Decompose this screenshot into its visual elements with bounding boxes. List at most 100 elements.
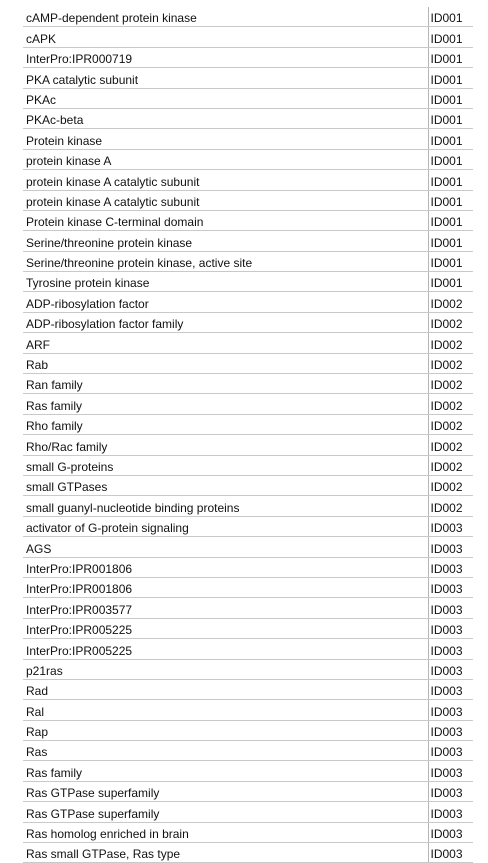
table-row: Ral ID003 <box>23 699 473 721</box>
table-row: Ras family ID003 <box>23 760 473 782</box>
term-cell[interactable]: InterPro:IPR003577 <box>23 597 428 619</box>
id-cell[interactable]: ID003 <box>427 740 473 762</box>
term-cell[interactable]: Rho/Rac family <box>23 434 428 456</box>
term-cell[interactable]: PKAc <box>23 88 428 109</box>
id-cell[interactable]: ID002 <box>427 312 473 334</box>
table-row: Ran family ID002 <box>23 373 473 395</box>
term-cell[interactable]: Ras GTPase superfamily <box>23 781 428 803</box>
id-cell[interactable]: ID002 <box>427 353 473 375</box>
id-cell[interactable]: ID002 <box>427 434 473 456</box>
term-cell[interactable]: cAMP-dependent protein kinase <box>23 7 428 28</box>
table-row: small G-proteins ID002 <box>23 455 473 476</box>
id-cell[interactable]: ID002 <box>427 455 473 476</box>
term-cell[interactable]: Serine/threonine protein kinase <box>23 230 428 252</box>
id-cell[interactable]: ID001 <box>427 190 473 211</box>
term-cell[interactable]: InterPro:IPR005225 <box>23 618 428 640</box>
term-cell[interactable]: Rho family <box>23 414 428 436</box>
term-cell[interactable]: InterPro:IPR001806 <box>23 557 428 578</box>
id-cell[interactable]: ID001 <box>427 88 473 109</box>
id-cell[interactable]: ID001 <box>427 251 473 273</box>
term-cell[interactable]: small GTPases <box>23 475 428 497</box>
term-cell[interactable]: PKAc-beta <box>23 108 428 130</box>
id-cell[interactable]: ID003 <box>427 577 473 599</box>
id-cell[interactable]: ID003 <box>427 699 473 721</box>
term-cell[interactable]: p21ras <box>23 659 428 680</box>
id-cell[interactable]: ID003 <box>427 822 473 844</box>
id-cell[interactable]: ID001 <box>427 108 473 130</box>
id-cell[interactable]: ID003 <box>427 781 473 803</box>
term-cell[interactable]: ARF <box>23 332 428 354</box>
table-row: PKAc ID001 <box>23 88 473 109</box>
table-row: cAMP-dependent protein kinase ID001 <box>23 7 473 28</box>
term-cell[interactable]: Ral <box>23 699 428 721</box>
id-cell[interactable]: ID003 <box>427 516 473 538</box>
table-row: InterPro:IPR001806 ID003 <box>23 557 473 578</box>
id-cell[interactable]: ID003 <box>427 638 473 660</box>
id-cell[interactable]: ID002 <box>427 373 473 395</box>
id-cell[interactable]: ID001 <box>427 67 473 89</box>
term-cell[interactable]: InterPro:IPR001806 <box>23 577 428 599</box>
term-cell[interactable]: Rap <box>23 720 428 742</box>
id-cell[interactable]: ID002 <box>427 291 473 313</box>
id-cell[interactable]: ID001 <box>427 128 473 150</box>
spreadsheet-table: cAMP-dependent protein kinase ID001 cAPK ID… <box>23 7 473 863</box>
term-cell[interactable]: Ras GTPase superfamily <box>23 801 428 823</box>
term-cell[interactable]: Ras family <box>23 760 428 782</box>
table-row: PKA catalytic subunit ID001 <box>23 67 473 89</box>
term-cell[interactable]: Ras <box>23 740 428 762</box>
term-cell[interactable]: Ras small GTPase, Ras type <box>23 842 428 863</box>
term-cell[interactable]: protein kinase A catalytic subunit <box>23 190 428 211</box>
id-cell[interactable]: ID001 <box>427 47 473 69</box>
table-row: Ras homolog enriched in brain ID003 <box>23 822 473 844</box>
id-cell[interactable]: ID003 <box>427 801 473 823</box>
id-cell[interactable]: ID001 <box>427 271 473 293</box>
id-cell[interactable]: ID003 <box>427 679 473 701</box>
id-cell[interactable]: ID002 <box>427 475 473 497</box>
term-cell[interactable]: cAPK <box>23 26 428 48</box>
id-cell[interactable]: ID003 <box>427 536 473 558</box>
id-cell[interactable]: ID002 <box>427 414 473 436</box>
term-cell[interactable]: small guanyl-nucleotide binding proteins <box>23 495 428 517</box>
table-row: Ras GTPase superfamily ID003 <box>23 801 473 823</box>
table-row: Rab ID002 <box>23 353 473 375</box>
term-cell[interactable]: Rab <box>23 353 428 375</box>
id-cell[interactable]: ID003 <box>427 618 473 640</box>
term-cell[interactable]: Protein kinase <box>23 128 428 150</box>
term-cell[interactable]: AGS <box>23 536 428 558</box>
id-cell[interactable]: ID003 <box>427 842 473 863</box>
id-cell[interactable]: ID001 <box>427 149 473 171</box>
id-cell[interactable]: ID001 <box>427 230 473 252</box>
id-cell[interactable]: ID001 <box>427 169 473 191</box>
term-cell[interactable]: Tyrosine protein kinase <box>23 271 428 293</box>
id-cell[interactable]: ID003 <box>427 597 473 619</box>
term-cell[interactable]: protein kinase A <box>23 149 428 171</box>
id-cell[interactable]: ID003 <box>427 720 473 742</box>
term-cell[interactable]: protein kinase A catalytic subunit <box>23 169 428 191</box>
id-cell[interactable]: ID001 <box>427 210 473 232</box>
table-row: small GTPases ID002 <box>23 475 473 497</box>
id-cell[interactable]: ID003 <box>427 557 473 578</box>
term-cell[interactable]: Ran family <box>23 373 428 395</box>
term-cell[interactable]: InterPro:IPR000719 <box>23 47 428 69</box>
term-cell[interactable]: ADP-ribosylation factor family <box>23 312 428 334</box>
term-cell[interactable]: Ras family <box>23 393 428 415</box>
term-cell[interactable]: small G-proteins <box>23 455 428 476</box>
id-cell[interactable]: ID002 <box>427 393 473 415</box>
id-cell[interactable]: ID003 <box>427 760 473 782</box>
term-cell[interactable]: ADP-ribosylation factor <box>23 291 428 313</box>
id-cell[interactable]: ID001 <box>427 26 473 48</box>
id-cell[interactable]: ID002 <box>427 332 473 354</box>
term-cell[interactable]: PKA catalytic subunit <box>23 67 428 89</box>
term-cell[interactable]: Rad <box>23 679 428 701</box>
term-cell[interactable]: Protein kinase C-terminal domain <box>23 210 428 232</box>
id-cell[interactable]: ID002 <box>427 495 473 517</box>
table-row: Serine/threonine protein kinase, active … <box>23 251 473 273</box>
id-cell[interactable]: ID001 <box>427 7 473 28</box>
term-cell[interactable]: activator of G-protein signaling <box>23 516 428 538</box>
table-body: cAMP-dependent protein kinase ID001 cAPK ID… <box>23 7 473 863</box>
id-cell[interactable]: ID003 <box>427 659 473 680</box>
term-cell[interactable]: Serine/threonine protein kinase, active … <box>23 251 428 273</box>
term-cell[interactable]: Ras homolog enriched in brain <box>23 822 428 844</box>
table-row: Rad ID003 <box>23 679 473 701</box>
term-cell[interactable]: InterPro:IPR005225 <box>23 638 428 660</box>
